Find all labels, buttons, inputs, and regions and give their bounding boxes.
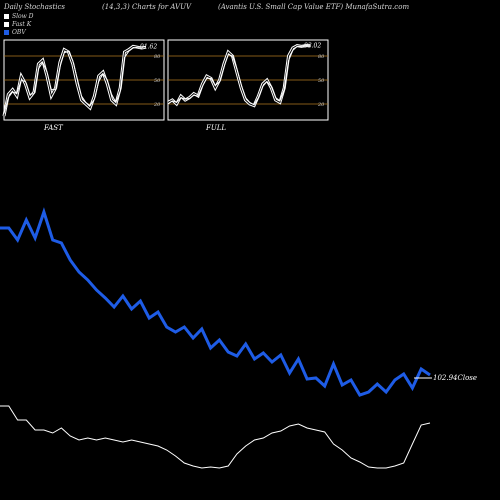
fast-d-line [3, 46, 147, 114]
full-tick-label-50: 50 [318, 78, 325, 84]
full-panel: 20 50 80 93.02 FULL [167, 39, 329, 132]
full-last-value: 93.02 [304, 43, 321, 50]
obv-close-label: 102.94Close [433, 374, 477, 382]
legend-swatch-fast-k [4, 22, 9, 27]
header-left: Daily Stochastics [4, 3, 66, 11]
full-d-line [167, 45, 310, 106]
legend-fast-k: Fast K [4, 21, 31, 29]
obv-panel: 102.94Close [0, 207, 477, 469]
full-tick-label-80: 80 [318, 54, 325, 60]
fast-k-line-core [3, 45, 147, 117]
legend-swatch-slow-d [4, 14, 9, 19]
legend-obv: OBV [4, 29, 26, 37]
fast-last-value: 91.62 [140, 44, 157, 51]
header-middle: (14,3,3) Charts for AVUV [102, 3, 192, 11]
fast-tick-label-20: 20 [153, 102, 161, 108]
legend-label-obv: OBV [12, 29, 26, 36]
full-tick-label-20: 20 [317, 102, 325, 108]
fast-tick-label-50: 50 [154, 78, 161, 84]
obv-blue-line [0, 207, 431, 397]
legend-slow-d: Slow D [4, 13, 34, 21]
legend-label-slow-d: Slow D [12, 13, 34, 20]
obv-white-line [0, 405, 431, 469]
header-right: (Avantis U.S. Small Cap Value ETF) Munaf… [218, 3, 410, 11]
fast-panel: 20 50 80 91.62 FAST [2, 39, 165, 132]
full-panel-title: FULL [205, 124, 226, 132]
legend-swatch-obv [4, 30, 9, 35]
legend-label-fast-k: Fast K [12, 21, 32, 28]
fast-panel-title: FAST [43, 124, 64, 132]
fast-tick-label-80: 80 [154, 54, 161, 60]
